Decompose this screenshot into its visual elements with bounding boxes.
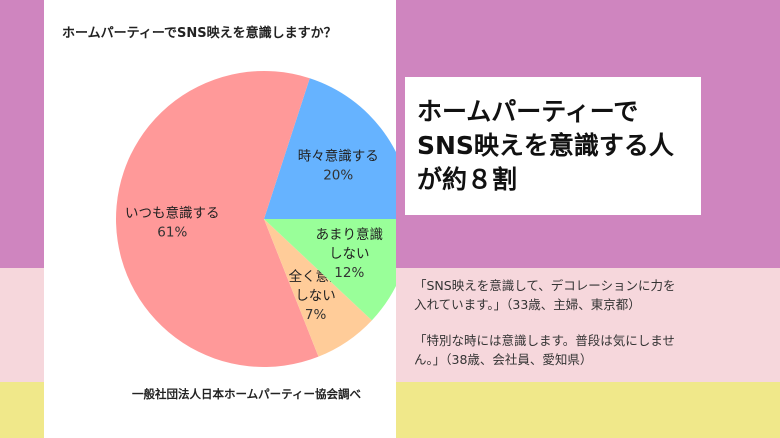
headline-box: ホームパーティーで SNS映えを意識する人 が約８割 [405, 77, 701, 215]
quote-line: 「特別な時には意識します。普段は気にしませ [414, 333, 675, 348]
slice-label: いつも意識する [125, 204, 220, 221]
source-note: 一般社団法人日本ホームパーティー協会調べ [132, 387, 361, 401]
slice-value-label: 61% [157, 224, 187, 240]
quote-line: 「SNS映えを意識して、デコレーションに力を [414, 278, 676, 293]
slice-value-label: 12% [334, 265, 364, 281]
slice-label: しない [295, 288, 336, 304]
quote-line: ん。」（38歳、会社員、愛知県） [414, 352, 593, 367]
slice-label: あまり意識 [316, 226, 384, 243]
headline-line: が約８割 [417, 165, 518, 194]
chart-title: ホームパーティーでSNS映えを意識しますか？ [62, 26, 337, 41]
headline-line: SNS映えを意識する人 [417, 131, 674, 160]
slice-value-label: 20% [323, 168, 353, 184]
pie-slice [264, 219, 372, 357]
slice-value-label: 7% [305, 307, 327, 323]
headline-line: ホームパーティーで [417, 97, 639, 126]
slice-label: 時々意識する [298, 148, 379, 165]
pie-slice [264, 219, 396, 321]
chart-panel: ホームパーティーでSNS映えを意識しますか？ 時々意識する 20% いつも意識する 6… [44, 0, 396, 438]
pie-slice [116, 71, 319, 367]
quote-first: 「SNS映えを意識して、デコレーションに力を 入れています。」（33歳、主婦、東… [414, 276, 754, 314]
quote-second: 「特別な時には意識します。普段は気にしませ ん。」（38歳、会社員、愛知県） [414, 331, 754, 369]
pie-slice [264, 78, 396, 219]
slice-label: しない [329, 246, 370, 262]
quote-line: 入れています。」（33歳、主婦、東京都） [414, 297, 641, 312]
